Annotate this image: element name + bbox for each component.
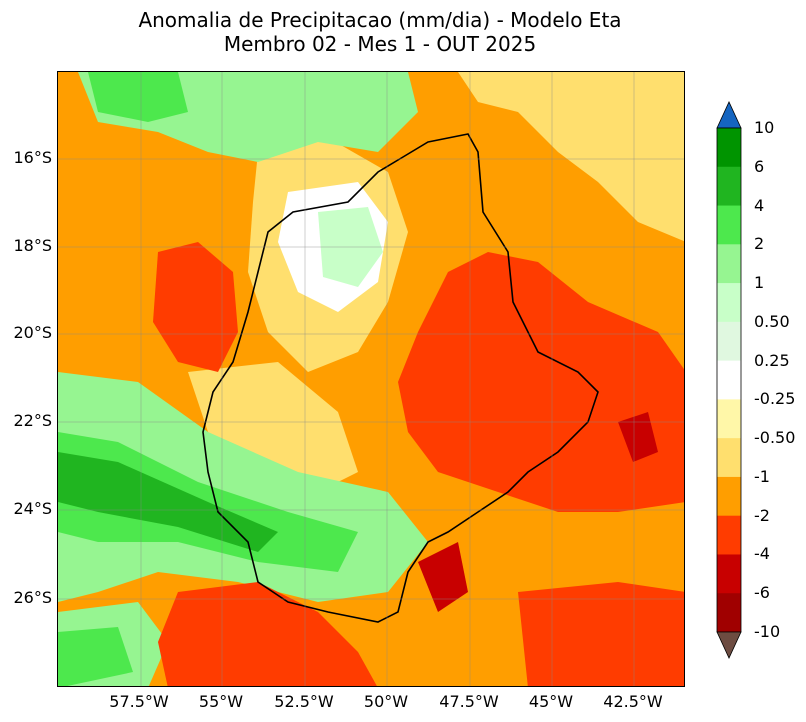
colorbar-tick-label: 0.25 [754,350,790,370]
map-subtitle: Membro 02 - Mes 1 - OUT 2025 [223,32,537,56]
red-region-east [398,252,684,512]
colorbar-segment [717,321,741,362]
colorbar-segment [717,166,741,207]
lon-label-42-5w: 42.5°W [603,692,663,711]
colorbar-tick-label: 0.50 [754,311,790,331]
lat-label-22s: 22°S [13,411,52,430]
colorbar-tick-label: -0.50 [754,428,796,448]
red-region-south [158,582,377,686]
colorbar-segment [717,476,741,517]
colorbar-under-arrow [716,631,742,659]
colorbar-tick-label: 6 [754,156,765,176]
colorbar-tick-label: 10 [754,118,775,137]
colorbar-segment [717,128,741,168]
lat-label-20s: 20°S [13,323,52,342]
green-strong-southwest [58,452,278,552]
yellow-region-northeast [458,72,684,242]
colorbar-segment [717,399,741,439]
dark-red-southeast [418,542,468,612]
lon-label-57-5w: 57.5°W [109,692,169,711]
colorbar-over-arrow [716,101,742,129]
colorbar-tick-label: -6 [754,583,770,603]
yellow-region-southwest [188,362,358,492]
lon-label-50w: 50°W [363,692,409,711]
map-title: Anomalia de Precipitacao (mm/dia) - Mode… [138,8,622,32]
lat-label-18s: 18°S [13,236,52,255]
green-strong-south-corner [58,627,133,686]
colorbar-tick-label: -10 [754,622,781,641]
light-green-center [318,207,383,287]
colorbar-segment [717,360,741,400]
colorbar-segment [717,205,741,245]
colorbar-segment [717,283,741,323]
state-border [202,133,599,623]
colorbar-segment [717,438,741,478]
colorbar-tick-label: 2 [754,234,765,254]
colorbar [716,101,742,659]
lat-label-26s: 26°S [13,588,52,607]
green-strong-northwest [88,72,188,122]
colorbar-segment [717,554,741,594]
lon-label-52-5w: 52.5°W [274,692,334,711]
lon-label-47-5w: 47.5°W [439,692,499,711]
lat-label-24s: 24°S [13,499,52,518]
colorbar-tick-label: -0.25 [754,389,796,409]
colorbar-segment [717,593,741,633]
map-gridlines [58,72,684,686]
colorbar-tick-label: -1 [754,466,770,486]
colorbar-tick-label: 1 [754,273,765,293]
map-area [57,71,685,687]
colorbar-segment [717,244,741,284]
colorbar-tick-label: 4 [754,195,765,215]
lon-label-45w: 45°W [528,692,574,711]
lat-label-16s: 16°S [13,148,52,167]
red-region-southeast [518,582,684,686]
colorbar-tick-label: -4 [754,544,770,564]
colorbar-segment [717,515,741,555]
lon-label-55w: 55°W [198,692,244,711]
dark-red-spot-east [618,412,658,462]
colorbar-tick-label: -2 [754,505,770,525]
red-region-west [153,242,238,372]
precipitation-anomaly-field [58,72,684,686]
